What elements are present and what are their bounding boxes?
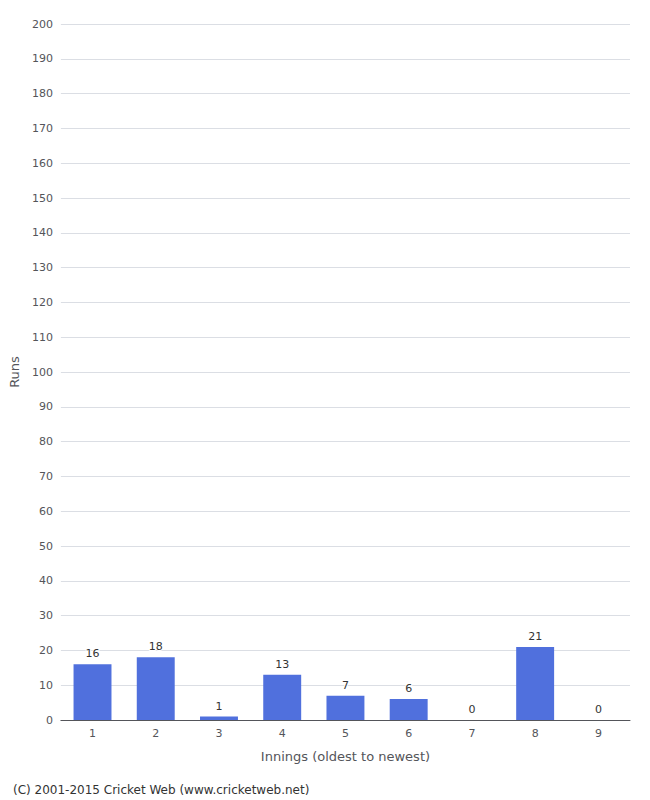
svg-text:0: 0	[468, 703, 475, 716]
svg-text:0: 0	[595, 703, 602, 716]
svg-text:(C) 2001-2015 Cricket Web (www: (C) 2001-2015 Cricket Web (www.cricketwe…	[13, 783, 309, 797]
svg-text:60: 60	[39, 505, 53, 518]
svg-text:30: 30	[39, 609, 53, 622]
svg-text:1: 1	[89, 727, 96, 740]
svg-text:0: 0	[46, 714, 53, 727]
svg-text:Innings (oldest to newest): Innings (oldest to newest)	[261, 749, 430, 764]
svg-text:20: 20	[39, 644, 53, 657]
svg-text:170: 170	[32, 122, 53, 135]
svg-text:4: 4	[279, 727, 286, 740]
svg-text:50: 50	[39, 540, 53, 553]
svg-text:18: 18	[149, 640, 163, 653]
svg-text:7: 7	[468, 727, 475, 740]
svg-text:10: 10	[39, 679, 53, 692]
svg-text:100: 100	[32, 366, 53, 379]
svg-text:160: 160	[32, 157, 53, 170]
svg-text:21: 21	[528, 630, 542, 643]
svg-text:90: 90	[39, 400, 53, 413]
svg-text:190: 190	[32, 52, 53, 65]
svg-text:200: 200	[32, 18, 53, 31]
svg-text:13: 13	[275, 658, 289, 671]
svg-text:70: 70	[39, 470, 53, 483]
svg-text:Runs: Runs	[7, 356, 22, 388]
svg-text:80: 80	[39, 435, 53, 448]
svg-text:120: 120	[32, 296, 53, 309]
svg-text:1: 1	[215, 700, 222, 713]
svg-text:9: 9	[595, 727, 602, 740]
svg-text:130: 130	[32, 261, 53, 274]
svg-text:2: 2	[152, 727, 159, 740]
svg-text:140: 140	[32, 226, 53, 239]
svg-text:150: 150	[32, 192, 53, 205]
svg-text:110: 110	[32, 331, 53, 344]
svg-text:16: 16	[86, 647, 100, 660]
svg-text:6: 6	[405, 682, 412, 695]
svg-text:180: 180	[32, 87, 53, 100]
svg-text:7: 7	[342, 679, 349, 692]
svg-text:5: 5	[342, 727, 349, 740]
svg-text:40: 40	[39, 574, 53, 587]
svg-text:8: 8	[532, 727, 539, 740]
svg-text:3: 3	[215, 727, 222, 740]
svg-text:6: 6	[405, 727, 412, 740]
